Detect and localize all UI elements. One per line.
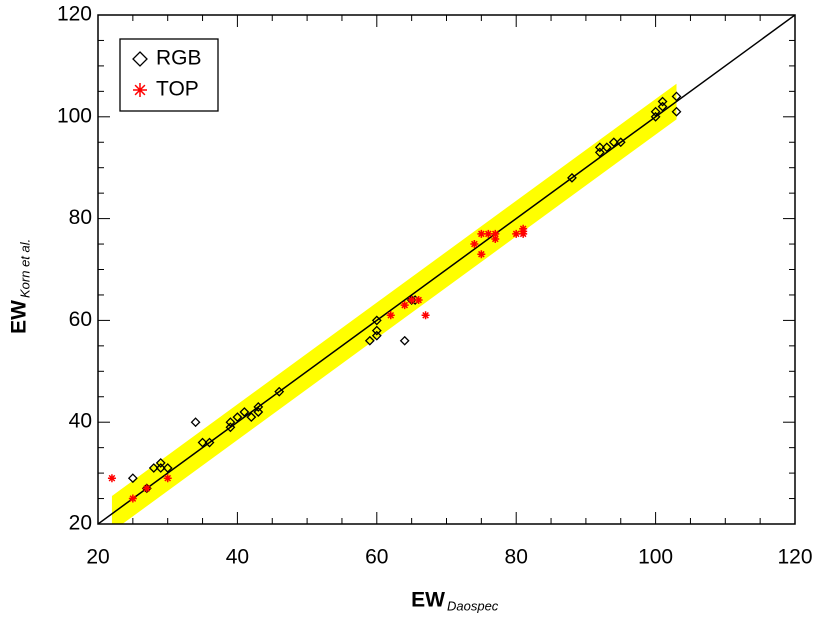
point bbox=[204, 437, 215, 448]
x-tick-label: 120 bbox=[777, 546, 812, 569]
legend-marker bbox=[133, 83, 147, 97]
point bbox=[400, 301, 409, 310]
x-axis-label: EW bbox=[411, 589, 445, 612]
x-tick-label: 60 bbox=[365, 546, 388, 569]
point bbox=[232, 412, 243, 423]
y-tick-label: 100 bbox=[57, 104, 92, 127]
point bbox=[155, 458, 166, 468]
plot-area bbox=[98, 15, 795, 524]
point bbox=[608, 137, 619, 148]
point bbox=[421, 311, 430, 320]
point bbox=[386, 311, 395, 320]
legend-label: TOP bbox=[156, 78, 199, 101]
point bbox=[615, 137, 626, 148]
point bbox=[190, 417, 201, 428]
point bbox=[601, 142, 612, 153]
point bbox=[477, 250, 486, 259]
point bbox=[650, 111, 661, 122]
x-tick-label: 80 bbox=[505, 546, 528, 569]
point bbox=[484, 229, 493, 238]
tolerance-band bbox=[111, 83, 677, 524]
legend-marker bbox=[132, 51, 148, 67]
point bbox=[364, 335, 375, 346]
y-tick-label: 80 bbox=[69, 206, 92, 229]
point bbox=[239, 407, 250, 417]
point bbox=[371, 325, 382, 336]
point bbox=[594, 142, 605, 153]
legend-box bbox=[119, 38, 219, 112]
point bbox=[197, 437, 208, 448]
y-tick-label: 40 bbox=[69, 410, 92, 433]
point bbox=[512, 229, 521, 238]
y-axis-label-sub: Korn et al. bbox=[17, 239, 32, 298]
point bbox=[567, 172, 577, 183]
x-tick-label: 20 bbox=[86, 546, 109, 569]
point bbox=[162, 463, 173, 473]
point bbox=[246, 412, 257, 423]
point bbox=[414, 296, 423, 305]
point bbox=[274, 386, 285, 397]
point bbox=[657, 101, 668, 112]
point bbox=[650, 106, 661, 117]
point bbox=[142, 484, 151, 493]
point bbox=[127, 473, 138, 484]
point bbox=[594, 147, 605, 158]
identity-line bbox=[98, 15, 795, 524]
point bbox=[671, 91, 682, 102]
y-tick-label: 120 bbox=[57, 3, 92, 26]
x-tick-label: 40 bbox=[226, 546, 249, 569]
point bbox=[470, 240, 479, 249]
point bbox=[371, 330, 382, 341]
point bbox=[491, 229, 500, 238]
point bbox=[253, 402, 264, 412]
y-tick-label: 20 bbox=[69, 512, 92, 535]
point bbox=[155, 463, 166, 473]
point bbox=[477, 229, 486, 238]
point bbox=[107, 474, 116, 483]
point bbox=[407, 296, 416, 305]
point bbox=[491, 234, 500, 243]
point bbox=[163, 474, 172, 483]
point bbox=[371, 315, 382, 326]
y-tick-label: 60 bbox=[69, 308, 92, 331]
point bbox=[225, 422, 236, 433]
x-axis-label-sub: Daospec bbox=[447, 598, 499, 613]
point bbox=[253, 407, 264, 417]
point bbox=[148, 463, 159, 473]
point bbox=[671, 106, 682, 117]
point bbox=[399, 335, 410, 346]
y-axis-label: EW bbox=[8, 300, 31, 334]
point bbox=[657, 96, 668, 107]
point bbox=[225, 417, 236, 428]
point bbox=[128, 494, 137, 503]
x-tick-label: 100 bbox=[638, 546, 673, 569]
legend-label: RGB bbox=[156, 47, 202, 70]
point bbox=[519, 227, 528, 236]
